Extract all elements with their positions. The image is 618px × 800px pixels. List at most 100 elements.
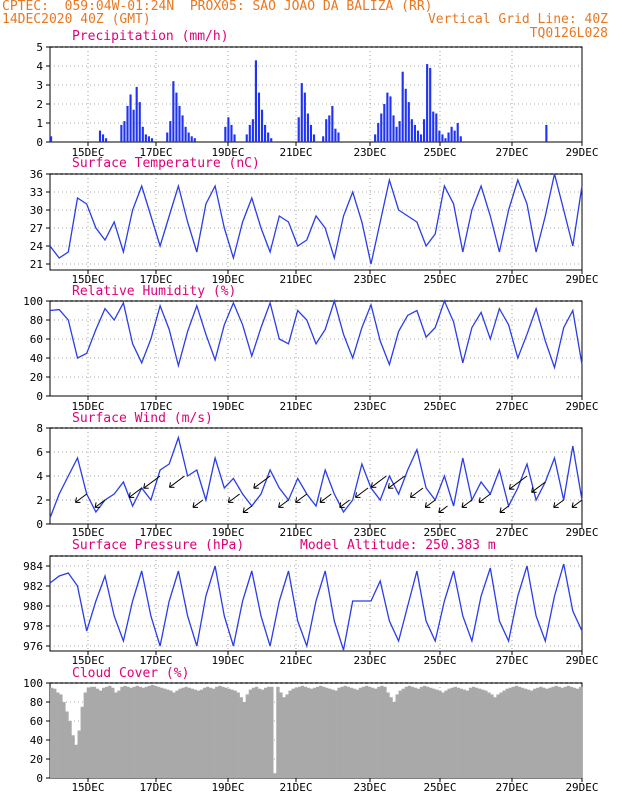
xtick-label-cloud-7: 29DEC (565, 781, 598, 794)
xtick-label-rh-2: 19DEC (211, 400, 244, 413)
bar-cloud-19 (108, 685, 112, 778)
bar-cloud-167 (560, 687, 564, 778)
bar-cloud-143 (487, 692, 491, 778)
header-coordinates: 059:04W-01:24N (64, 0, 175, 14)
panel-title-precip: Precipitation (mm/h) (72, 29, 229, 44)
xtick-label-precip-7: 29DEC (565, 146, 598, 159)
bar-cloud-77 (285, 694, 289, 778)
xtick-label-cloud-0: 15DEC (71, 781, 104, 794)
bar-cloud-22 (117, 690, 121, 778)
ytick-label-pressure-4: 984 (23, 560, 43, 573)
xtick-label-pressure-6: 27DEC (495, 654, 528, 667)
bar-precip-27 (132, 109, 135, 142)
bar-precip-93 (334, 128, 337, 142)
xtick-label-pressure-2: 19DEC (211, 654, 244, 667)
xtick-label-wind-7: 29DEC (565, 526, 598, 539)
bar-cloud-76 (282, 697, 286, 778)
bar-cloud-154 (520, 687, 525, 778)
bar-cloud-65 (248, 689, 253, 778)
bar-cloud-117 (407, 685, 412, 778)
xtick-label-pressure-3: 21DEC (279, 654, 312, 667)
bar-precip-24 (123, 121, 126, 142)
bar-cloud-67 (254, 686, 259, 778)
bar-cloud-70 (264, 687, 268, 778)
xtick-label-pressure-5: 25DEC (423, 654, 456, 667)
bar-precip-132 (453, 130, 456, 142)
bar-cloud-96 (343, 685, 347, 778)
bar-precip-45 (187, 132, 190, 142)
bar-cloud-75 (279, 692, 283, 778)
bar-precip-130 (447, 132, 450, 142)
bar-cloud-15 (95, 688, 100, 778)
bar-precip-90 (325, 119, 328, 142)
ytick-label-cloud-3: 60 (30, 715, 43, 728)
bar-cloud-40 (172, 692, 176, 778)
wind-arrowhead-b-2 (128, 492, 131, 498)
bar-cloud-72 (270, 686, 274, 778)
wind-arrow-24 (553, 499, 564, 508)
bar-cloud-5 (65, 711, 69, 778)
bar-cloud-34 (153, 685, 158, 778)
ytick-label-temp-1: 24 (30, 240, 44, 253)
wind-arrowhead-b-16 (410, 492, 412, 498)
wind-arrowhead-b-25 (571, 502, 574, 508)
panel-title-cloud: Cloud Cover (%) (72, 666, 189, 681)
bar-precip-28 (135, 86, 138, 142)
bar-cloud-35 (157, 686, 161, 778)
wind-arrowhead-b-22 (508, 484, 511, 490)
xtick-label-rh-0: 15DEC (71, 400, 104, 413)
bar-precip-33 (150, 138, 154, 142)
bar-cloud-159 (536, 687, 540, 778)
bar-cloud-98 (349, 687, 353, 778)
wind-arrowhead-b-21 (499, 507, 502, 513)
bar-cloud-4 (62, 702, 66, 778)
bar-cloud-14 (92, 686, 97, 778)
xtick-label-temp-4: 23DEC (353, 273, 386, 286)
bar-precip-89 (322, 136, 325, 142)
bar-cloud-88 (319, 685, 323, 778)
bar-cloud-162 (545, 688, 549, 778)
bar-cloud-48 (196, 690, 201, 778)
bar-cloud-134 (459, 688, 464, 778)
bar-precip-109 (383, 104, 386, 142)
bar-cloud-123 (426, 686, 430, 778)
bar-precip-42 (178, 105, 181, 142)
bar-cloud-56 (221, 686, 225, 778)
wind-arrowhead-b-1 (94, 502, 97, 508)
bar-cloud-12 (86, 687, 91, 778)
bar-cloud-71 (267, 686, 271, 778)
bar-cloud-113 (395, 694, 399, 778)
bar-cloud-132 (453, 686, 457, 778)
bar-cloud-8 (74, 744, 78, 778)
bar-cloud-27 (132, 686, 136, 778)
bar-precip-60 (233, 134, 236, 142)
bar-cloud-149 (505, 688, 509, 778)
ytick-label-temp-2: 27 (30, 222, 43, 235)
bar-cloud-79 (291, 688, 295, 778)
bar-precip-127 (438, 130, 441, 142)
header-model: TQ0126L028 (529, 26, 608, 41)
wind-arrowhead-b-7 (242, 507, 245, 513)
xtick-label-rh-4: 23DEC (353, 400, 386, 413)
bar-cloud-112 (392, 702, 396, 778)
bar-cloud-104 (367, 686, 372, 778)
xtick-label-precip-3: 21DEC (279, 146, 312, 159)
series-line-temp (49, 173, 583, 265)
bar-cloud-36 (160, 687, 164, 778)
bar-cloud-55 (218, 685, 222, 778)
bar-cloud-136 (465, 690, 470, 778)
ytick-label-precip-3: 3 (36, 79, 43, 92)
wind-arrow-6 (228, 493, 240, 503)
bar-cloud-105 (371, 687, 375, 778)
bar-cloud-97 (346, 686, 350, 778)
xtick-label-wind-5: 25DEC (423, 526, 456, 539)
bar-precip-110 (386, 92, 389, 142)
ytick-label-cloud-4: 80 (30, 696, 43, 709)
xtick-label-temp-0: 15DEC (71, 273, 104, 286)
bar-precip-68 (257, 92, 261, 142)
bar-cloud-172 (575, 688, 580, 778)
bar-precip-31 (144, 134, 147, 142)
panel-title-pressure: Surface Pressure (hPa) (72, 538, 244, 553)
bar-cloud-142 (484, 690, 488, 778)
ytick-label-pressure-1: 978 (23, 620, 43, 633)
